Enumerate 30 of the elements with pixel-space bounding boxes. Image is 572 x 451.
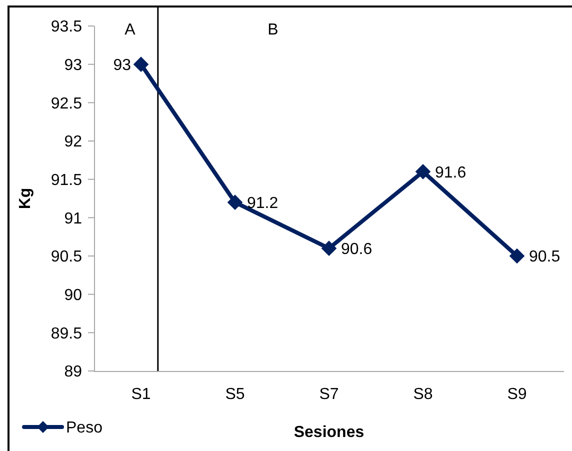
y-tick-label: 93: [64, 56, 82, 74]
x-tick-label: S5: [225, 386, 245, 403]
point: [415, 164, 431, 180]
y-tick-label: 93.5: [50, 18, 82, 36]
point: [321, 240, 337, 256]
data-label: 90.6: [341, 240, 372, 258]
y-tick-label: 90: [64, 286, 82, 304]
annotation: A: [124, 22, 136, 39]
data-label: 90.5: [529, 248, 560, 266]
x-tick-label: S7: [319, 386, 339, 403]
annotation: B: [268, 22, 278, 39]
y-tick-label: 89: [64, 364, 82, 381]
x-axis-title: Sesiones: [294, 424, 364, 441]
y-tick-label: 89.5: [50, 325, 82, 342]
x-tick-label: S9: [507, 386, 527, 403]
y-tick-label: 90.5: [50, 248, 82, 266]
y-axis-title: Kg: [17, 188, 34, 210]
x-tick-label: S8: [413, 386, 433, 403]
point: [509, 248, 525, 264]
y-tick-label: 92: [64, 134, 82, 151]
data-label: 91.6: [435, 164, 466, 182]
legend-label: Peso: [66, 420, 103, 437]
x-tick-label: S1: [131, 386, 151, 403]
point: [227, 194, 243, 210]
y-tick-label: 91.5: [50, 172, 82, 189]
y-tick-label: 92.5: [50, 95, 82, 112]
data-label: 91.2: [247, 194, 278, 212]
y-tick-label: 91: [64, 210, 82, 228]
point: [133, 56, 149, 72]
data-label: 93: [113, 56, 132, 74]
